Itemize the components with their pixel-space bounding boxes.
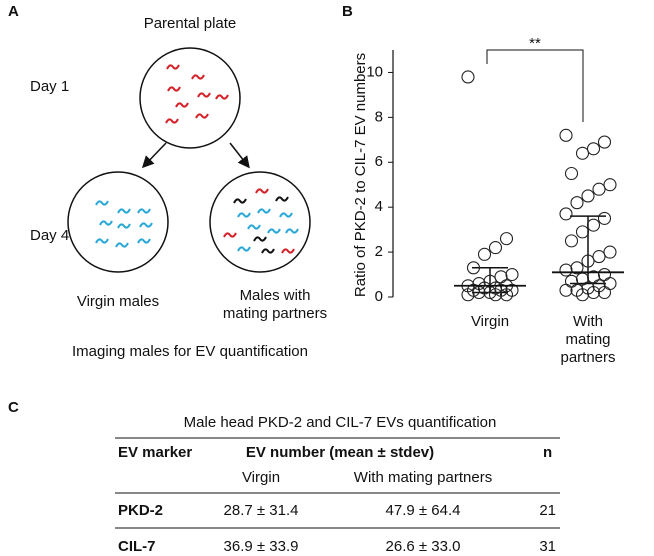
point	[575, 146, 590, 160]
point	[559, 263, 573, 277]
table-subheader: With mating partners	[353, 469, 493, 486]
point	[499, 288, 514, 302]
point	[564, 274, 579, 288]
table-cell: 28.7 ± 31.4	[223, 502, 299, 519]
point	[477, 247, 492, 261]
point	[592, 250, 606, 264]
point	[597, 267, 612, 282]
point	[559, 207, 573, 221]
table-cell: 47.9 ± 64.4	[385, 502, 461, 519]
diagram-label: Imaging males for EV quantification	[72, 343, 308, 360]
table-header: EV number (mean ± stdev)	[245, 444, 435, 461]
point	[461, 288, 475, 302]
y-tick-label: 10	[366, 63, 383, 80]
point	[570, 196, 584, 210]
table-cell: 31	[539, 538, 556, 555]
y-tick-label: 2	[375, 243, 383, 260]
table-cell: 21	[539, 502, 556, 519]
table-cell: 26.6 ± 33.0	[385, 538, 461, 555]
panel-label: C	[8, 399, 19, 416]
table-title: Male head PKD-2 and CIL-7 EVs quantifica…	[183, 414, 497, 431]
point	[597, 285, 612, 300]
point	[597, 135, 612, 149]
y-tick-label: 6	[375, 153, 383, 170]
point	[592, 182, 606, 196]
point	[488, 288, 503, 302]
point	[575, 225, 590, 239]
point	[505, 267, 519, 282]
table-cell: 36.9 ± 33.9	[223, 538, 299, 555]
point	[564, 166, 579, 181]
point	[564, 234, 579, 248]
table-header: EV marker	[118, 444, 193, 461]
diagram-label: Males with mating partners	[222, 287, 328, 322]
significance-bracket	[486, 49, 584, 122]
x-tick-label: With mating partners	[560, 313, 616, 366]
point	[575, 288, 590, 302]
worms	[95, 64, 299, 254]
point	[581, 189, 595, 203]
point	[586, 142, 601, 156]
diagram-label: Day 1	[30, 78, 69, 95]
diagram-label: Day 4	[30, 227, 69, 244]
plates	[67, 47, 311, 273]
annotation: **	[529, 35, 541, 52]
row-label: CIL-7	[118, 538, 156, 555]
point	[603, 245, 617, 259]
point	[597, 211, 612, 225]
point	[581, 254, 595, 268]
point	[586, 218, 601, 232]
table-rules	[115, 437, 560, 529]
panel-label: B	[342, 3, 353, 20]
plot: 0 2 4 6 8 10	[366, 63, 624, 305]
diagram-label: Virgin males	[77, 293, 159, 310]
y-tick-label: 0	[375, 288, 383, 305]
x-tick-label: Virgin	[470, 313, 510, 330]
row-label: PKD-2	[118, 502, 164, 519]
point	[488, 241, 503, 255]
point	[494, 270, 508, 284]
point	[559, 283, 573, 297]
y-axis-label: Ratio of PKD-2 to CIL-7 EV numbers	[352, 53, 369, 297]
table-subheader: Virgin	[241, 469, 281, 486]
point	[499, 232, 514, 246]
y-tick-label: 4	[375, 198, 383, 215]
point	[461, 70, 475, 84]
table-header: n	[543, 444, 553, 461]
point	[466, 261, 481, 275]
y-tick-label: 8	[375, 108, 383, 125]
diagram-label: Parental plate	[144, 15, 237, 32]
point	[559, 128, 573, 142]
panel-label: A	[8, 3, 19, 20]
point	[603, 178, 617, 192]
